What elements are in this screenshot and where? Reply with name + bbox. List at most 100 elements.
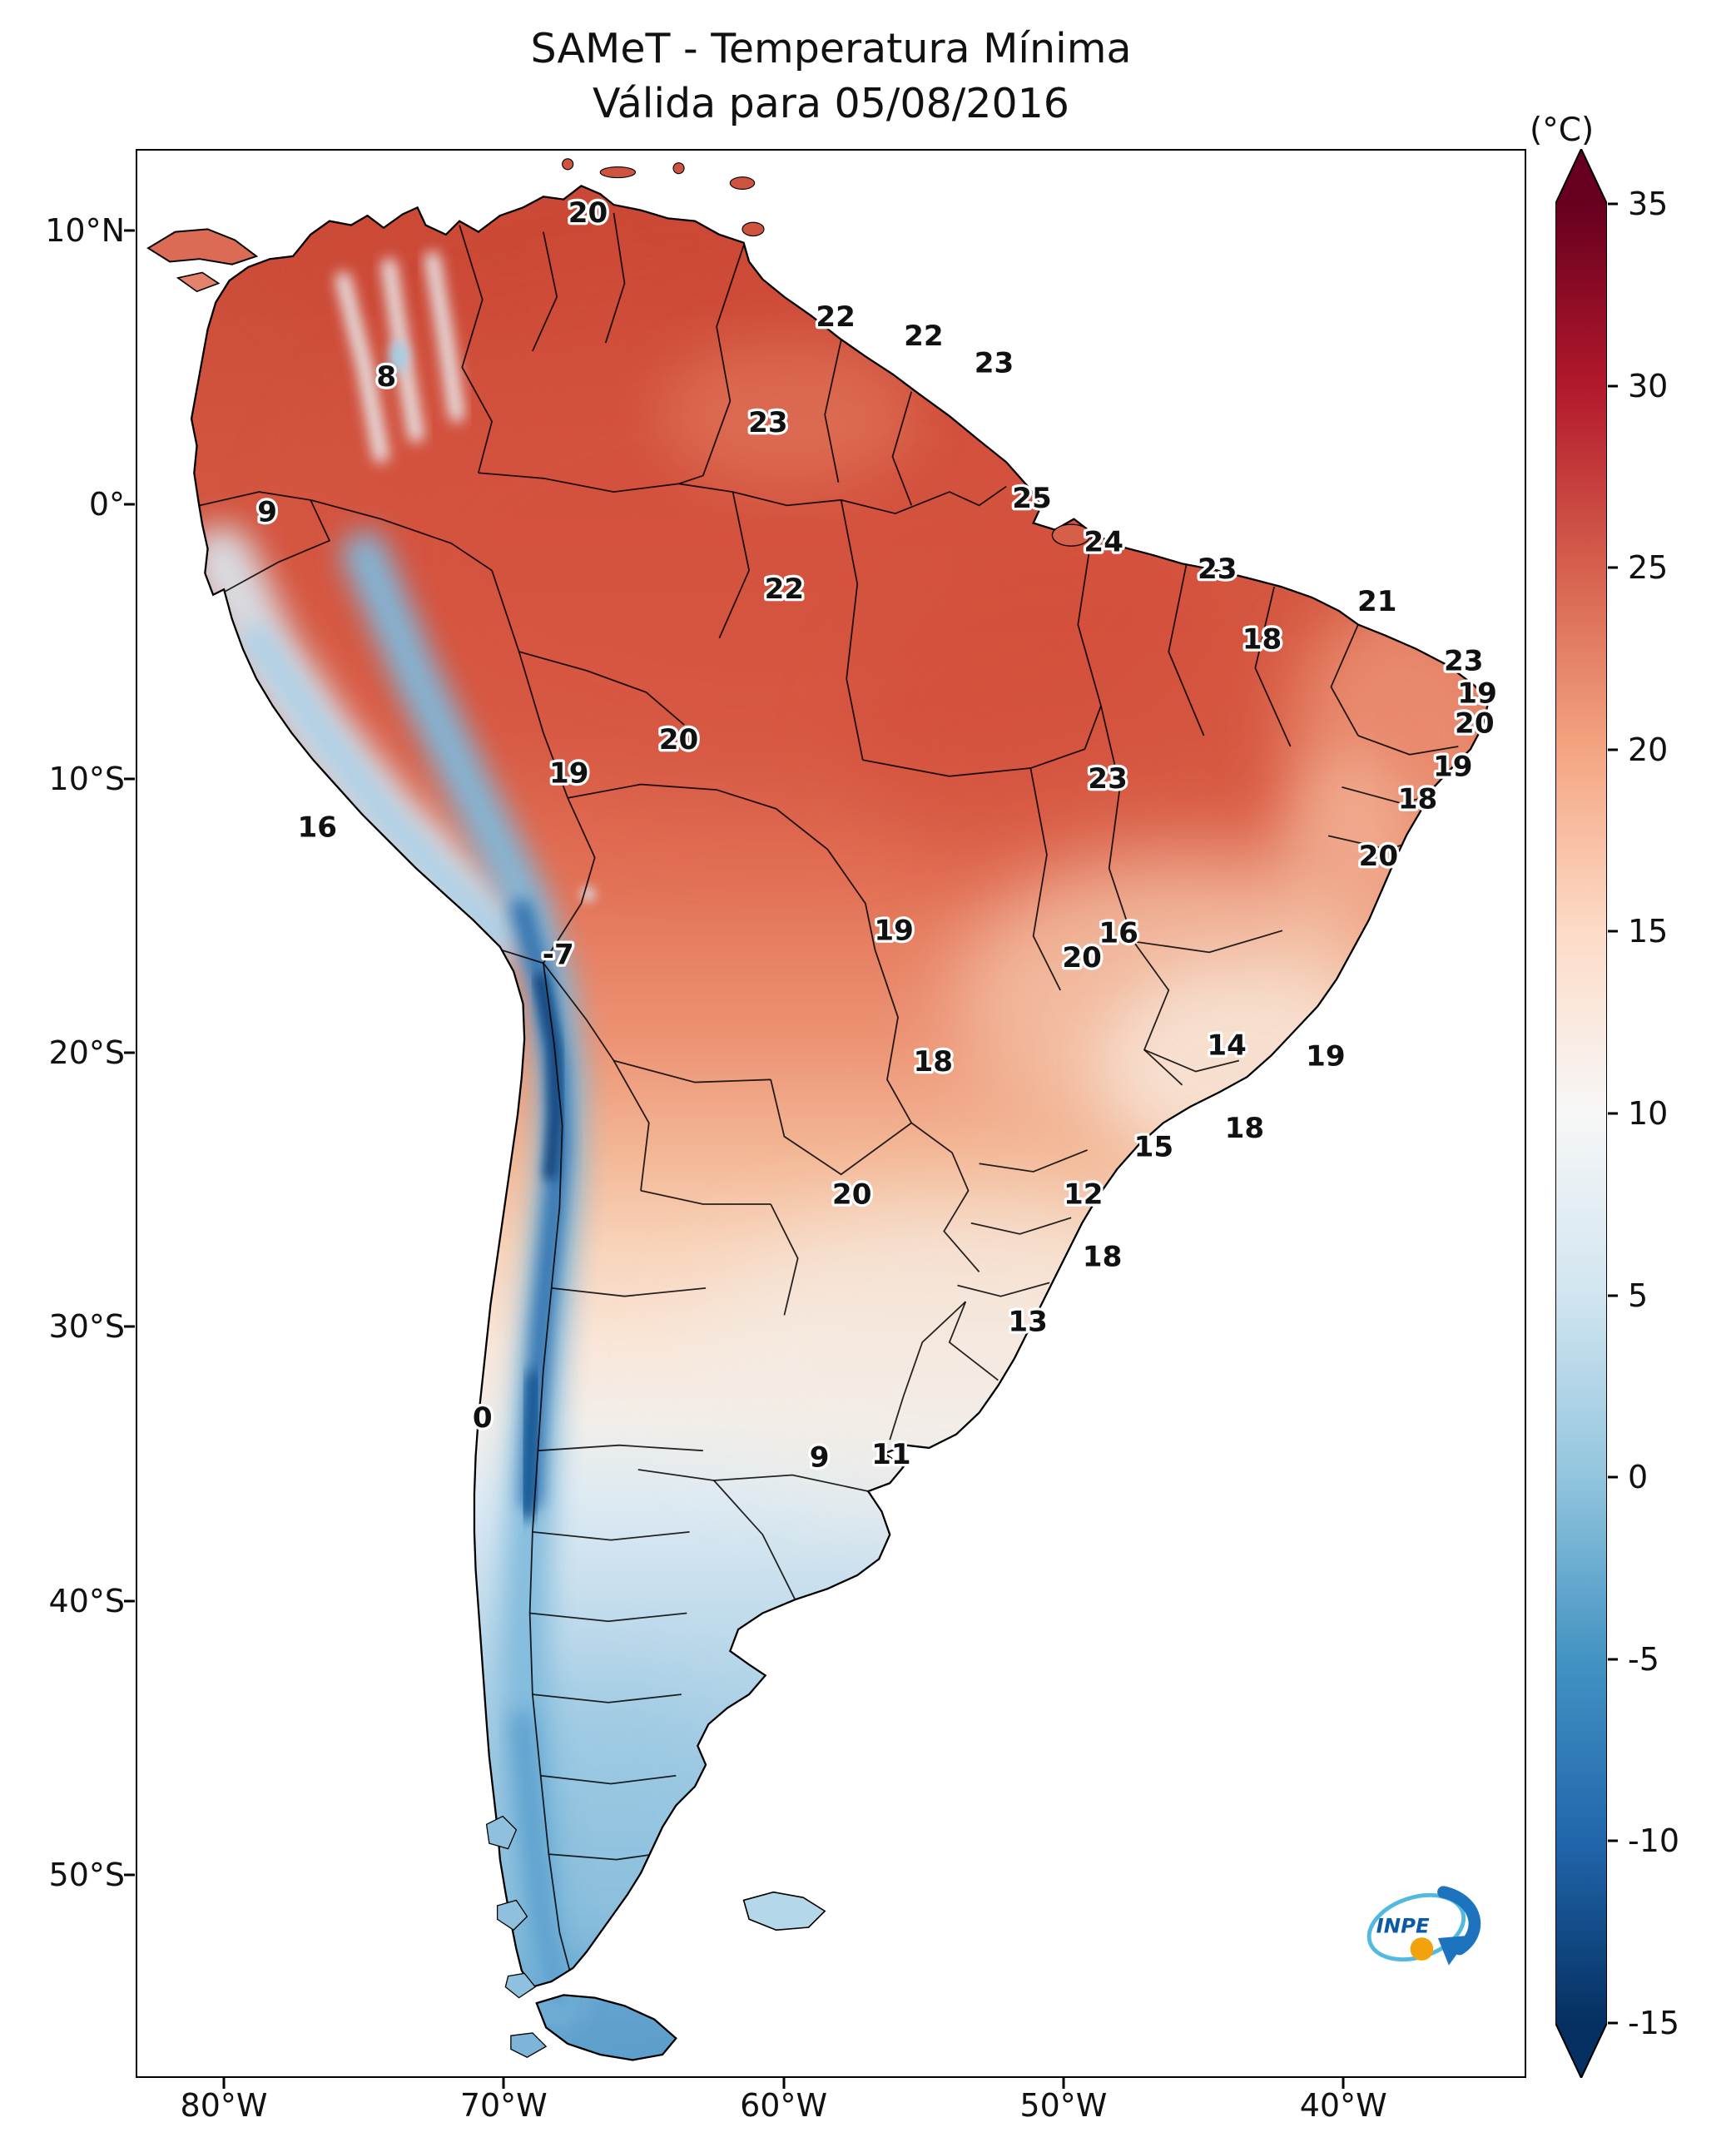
temperature-label: 18 [1398, 782, 1438, 816]
islands [146, 158, 1091, 2058]
border-line [889, 1301, 966, 1440]
colorbar-tick-label: 15 [1628, 913, 1669, 950]
colorbar-extend-above-arrow [1555, 149, 1607, 204]
y-tick-mark [124, 777, 135, 781]
border-line [1168, 564, 1205, 736]
colorbar-tick-label: 30 [1628, 367, 1669, 404]
border-line [532, 231, 558, 352]
temperature-label: 24 [1084, 525, 1123, 558]
colorbar-extend-below-arrow [1555, 2023, 1607, 2078]
border-line [532, 1693, 682, 1703]
border-line [979, 1149, 1089, 1173]
x-tick-mark [782, 2078, 786, 2089]
colorbar [1555, 149, 1607, 2078]
border-line [948, 1301, 999, 1381]
border-line [491, 570, 569, 799]
border-line [543, 962, 615, 1062]
border-line [678, 245, 745, 485]
border-line [637, 1469, 869, 1492]
y-tick-mark [124, 1325, 135, 1328]
border-line [713, 1480, 796, 1600]
x-tick-label: 80°W [180, 2087, 268, 2124]
border-line [540, 1774, 677, 1785]
y-tick-mark [124, 1599, 135, 1602]
temperature-field [191, 186, 1489, 2060]
border-line [910, 1122, 980, 1272]
border-line [543, 797, 596, 964]
x-tick-mark [1342, 2078, 1345, 2089]
colorbar-tick-mark [1608, 748, 1618, 751]
colorbar-tick-mark [1608, 2021, 1618, 2025]
inpe-logo: INPE [1366, 1886, 1481, 1966]
temperature-label: 18 [914, 1045, 954, 1078]
border-line [640, 1189, 771, 1205]
colorbar-tick-mark [1608, 930, 1618, 933]
temperature-label: 13 [1008, 1306, 1048, 1339]
temperature-label: 9 [810, 1440, 830, 1474]
temperature-label: 23 [1198, 553, 1238, 586]
map-subtitle: Válida para 05/08/2016 [593, 80, 1069, 127]
border-line [532, 1530, 690, 1541]
temperature-label: -7 [543, 939, 574, 972]
y-tick-label: 20°S [48, 1034, 125, 1071]
border-line [970, 1217, 1072, 1235]
border-line [1357, 735, 1459, 756]
temperature-label: 8 [376, 360, 396, 394]
border-line [862, 748, 1085, 777]
temperature-label: 20 [1062, 941, 1102, 974]
temperature-label: 20 [832, 1178, 872, 1212]
temperature-label: 19 [1457, 677, 1497, 711]
inpe-arrowhead-icon [1437, 1935, 1471, 1966]
colorbar-tick-label: -15 [1628, 2005, 1680, 2041]
border-line [891, 391, 913, 506]
temperature-label: 23 [975, 346, 1014, 379]
y-tick-label: 0° [88, 486, 125, 523]
temperature-label: 23 [1444, 644, 1484, 677]
temperature-label: 19 [1433, 750, 1473, 783]
x-tick-label: 70°W [459, 2087, 548, 2124]
inpe-orange-dot-icon [1410, 1937, 1434, 1961]
border-line [1143, 1049, 1240, 1073]
temperature-label: 22 [816, 300, 856, 334]
colorbar-tick-label: 20 [1628, 731, 1669, 768]
border-line [528, 963, 572, 1974]
colorbar-tick-label: -10 [1628, 1822, 1680, 1860]
colorbar-tick-label: 25 [1628, 549, 1669, 587]
colorbar-tick-label: 10 [1628, 1095, 1669, 1132]
y-tick-label: 50°S [48, 1856, 125, 1893]
border-line [718, 491, 751, 639]
border-line [1077, 536, 1102, 750]
colorbar-tick-label: 5 [1628, 1277, 1649, 1314]
colorbar-tick-mark [1608, 202, 1618, 206]
map-title: SAMeT - Temperatura Mínima [530, 25, 1132, 72]
temperature-label: 16 [1099, 917, 1138, 950]
border-line [604, 212, 626, 344]
inpe-arrow-icon [1437, 1886, 1481, 1956]
temperature-label: 23 [748, 406, 788, 439]
temperature-label: 25 [1012, 482, 1052, 515]
colorbar-tick-mark [1608, 1112, 1618, 1115]
temperature-label: 16 [298, 811, 338, 845]
border-line [613, 1060, 650, 1191]
title-block: SAMeT - Temperatura Mínima Válida para 0… [136, 22, 1526, 131]
temperature-label: 18 [1242, 622, 1282, 656]
border-line [1133, 940, 1183, 1086]
border-line [1254, 586, 1292, 747]
temperature-label: 18 [1225, 1112, 1265, 1145]
inpe-logo-text: INPE [1376, 1914, 1430, 1938]
y-tick-label: 10°S [48, 760, 125, 797]
border-line [568, 783, 876, 950]
x-tick-mark [1062, 2078, 1065, 2089]
border-line [529, 1612, 687, 1623]
temperature-label: 14 [1207, 1029, 1247, 1063]
colorbar-tick-mark [1608, 566, 1618, 569]
x-tick-mark [222, 2078, 226, 2089]
temperature-label: 19 [549, 757, 589, 791]
temperature-label: 19 [1306, 1040, 1346, 1074]
border-line [551, 1287, 707, 1297]
colorbar-tick-label: 35 [1628, 186, 1669, 222]
border-line [199, 491, 311, 507]
x-tick-label: 50°W [1019, 2087, 1108, 2124]
